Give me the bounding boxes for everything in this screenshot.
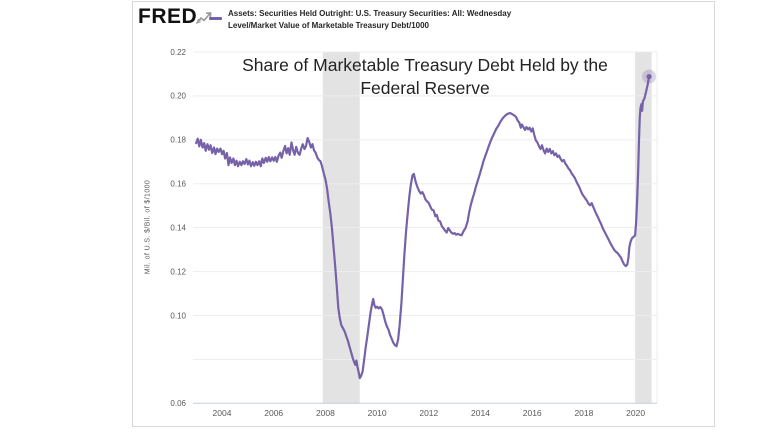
- fred-logo-text: FRED: [138, 5, 198, 28]
- legend-series-swatch: [209, 17, 222, 20]
- chart-title-line-1: Share of Marketable Treasury Debt Held b…: [242, 55, 608, 75]
- series-end-dot: [646, 73, 652, 80]
- y-tick-label: 0.06: [170, 399, 186, 408]
- y-tick-label: 0.22: [170, 48, 186, 57]
- legend-line-1: Assets: Securities Held Outright: U.S. T…: [228, 9, 512, 18]
- x-tick-label: 2020: [626, 408, 645, 418]
- x-tick-label: 2010: [368, 408, 387, 418]
- y-tick-label: 0.12: [170, 267, 186, 276]
- y-tick-label: 0.14: [170, 223, 186, 232]
- y-axis-unit-label: Mil. of U.S. $/Bil. of $/1000: [144, 179, 152, 275]
- legend-series-label[interactable]: Assets: Securities Held Outright: U.S. T…: [228, 8, 578, 32]
- x-tick-label: 2006: [264, 408, 283, 418]
- legend-line-2: Level/Market Value of Marketable Treasur…: [228, 21, 429, 30]
- chart-card: [132, 1, 715, 427]
- series-line: [195, 75, 651, 380]
- x-tick-label: 2018: [574, 408, 593, 418]
- x-tick-label: 2012: [419, 408, 438, 418]
- line-chart-icon: [196, 12, 212, 24]
- fred-logo[interactable]: FRED®: [138, 5, 201, 34]
- y-tick-label: 0.18: [170, 136, 186, 145]
- x-tick-label: 2016: [523, 408, 542, 418]
- y-tick-label: 0.20: [170, 92, 186, 101]
- y-tick-label: 0.10: [170, 311, 186, 320]
- registered-mark-icon: ®: [197, 19, 202, 25]
- x-tick-label: 2014: [471, 408, 490, 418]
- x-tick-label: 2004: [213, 408, 232, 418]
- x-tick-label: 2008: [316, 408, 335, 418]
- chart-title-line-2: Federal Reserve: [360, 78, 490, 98]
- chart-plot-area[interactable]: [193, 52, 657, 403]
- y-tick-label: 0.16: [170, 180, 186, 189]
- chart-title: Share of Marketable Treasury Debt Held b…: [193, 54, 657, 100]
